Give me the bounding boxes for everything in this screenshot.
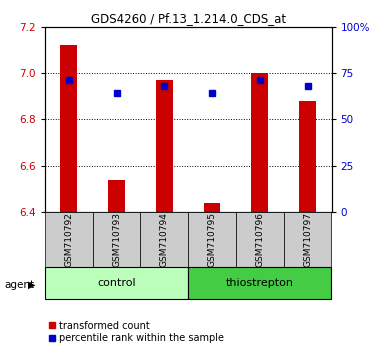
Bar [45,267,188,299]
Text: GSM710796: GSM710796 [255,212,264,267]
Bar [93,212,140,267]
Text: thiostrepton: thiostrepton [226,278,294,288]
Title: GDS4260 / Pf.13_1.214.0_CDS_at: GDS4260 / Pf.13_1.214.0_CDS_at [90,12,286,25]
Bar [140,212,188,267]
Text: GSM710795: GSM710795 [207,212,216,267]
Legend: transformed count, percentile rank within the sample: transformed count, percentile rank withi… [44,317,228,347]
Bar [284,212,332,267]
Bar [204,203,220,212]
Bar [188,267,332,299]
Bar [299,101,316,212]
Bar [108,180,125,212]
Bar [236,212,284,267]
Text: ▶: ▶ [28,280,35,290]
Text: GSM710793: GSM710793 [112,212,121,267]
Text: GSM710792: GSM710792 [64,212,73,267]
Bar [156,80,173,212]
Bar [45,212,93,267]
Text: GSM710794: GSM710794 [160,212,169,267]
Bar [252,73,268,212]
Text: agent: agent [4,280,34,290]
Bar [188,212,236,267]
Text: GSM710797: GSM710797 [303,212,312,267]
Bar [60,45,77,212]
Text: control: control [97,278,136,288]
